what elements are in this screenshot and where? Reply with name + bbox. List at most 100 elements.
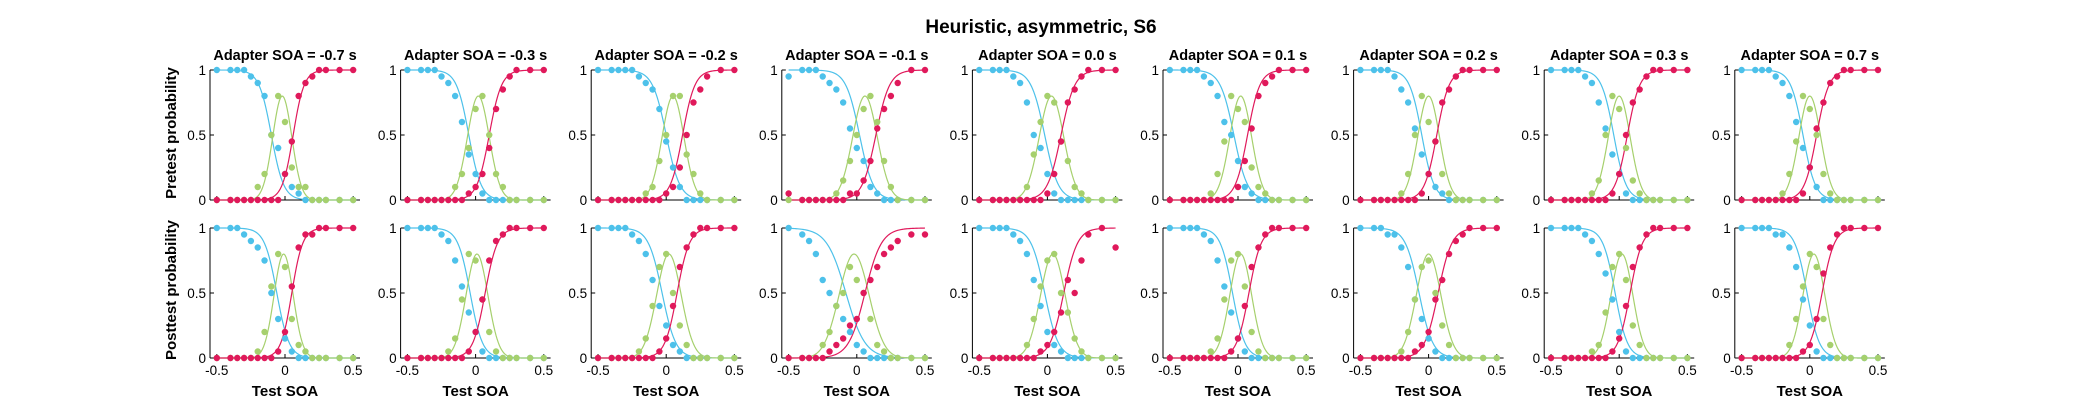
data-point-after — [1595, 196, 1602, 204]
data-point-after — [540, 66, 547, 74]
data-point-before — [1445, 196, 1453, 204]
data-point-after — [1023, 196, 1031, 204]
data-point-after — [921, 66, 929, 74]
data-point-simultaneous — [1051, 99, 1058, 106]
data-point-simultaneous — [1452, 354, 1460, 362]
data-point-simultaneous — [1432, 289, 1439, 297]
data-point-simultaneous — [506, 354, 513, 362]
data-point-after — [799, 196, 806, 204]
data-point-simultaneous — [683, 341, 690, 349]
data-point-after — [499, 231, 507, 238]
panel-7: 0 0.5 1 Adapter SOA = 0.2 s — [1331, 48, 1504, 208]
data-point-after — [1275, 66, 1283, 74]
fit-curve-before — [407, 227, 544, 359]
data-point-before — [424, 66, 432, 74]
data-point-simultaneous — [451, 183, 459, 191]
data-point-after — [1792, 196, 1800, 204]
data-point-after — [1772, 196, 1779, 204]
y-tick-label: 1 — [389, 221, 397, 236]
x-axis-label: Test SOA — [1777, 383, 1844, 400]
data-point-simultaneous — [846, 263, 854, 271]
data-point-after — [1112, 244, 1119, 251]
data-point-after — [649, 354, 656, 362]
data-point-simultaneous — [833, 302, 840, 310]
data-point-simultaneous — [894, 354, 901, 362]
fit-curve-sim — [598, 95, 735, 201]
data-point-simultaneous — [1806, 250, 1814, 258]
data-point-before — [1255, 196, 1262, 204]
data-point-simultaneous — [1275, 196, 1283, 204]
data-point-before — [1575, 224, 1582, 232]
data-point-before — [1588, 79, 1596, 87]
data-point-after — [839, 335, 847, 342]
data-point-before — [785, 73, 792, 80]
data-point-after — [1275, 224, 1283, 232]
data-point-after — [697, 86, 704, 93]
data-point-after — [1085, 66, 1092, 74]
y-tick-label: 0 — [1533, 351, 1541, 366]
data-point-before — [615, 224, 622, 232]
data-point-after — [526, 224, 534, 232]
y-tick-label: 0 — [1342, 351, 1350, 366]
data-point-before — [649, 276, 656, 284]
data-point-after — [622, 354, 629, 362]
data-point-simultaneous — [1629, 177, 1637, 184]
data-point-after — [608, 196, 615, 204]
data-point-after — [336, 224, 343, 232]
y-tick-label: 1 — [1723, 221, 1731, 236]
data-point-after — [438, 196, 445, 204]
data-point-before — [1786, 92, 1793, 100]
data-point-before — [594, 224, 602, 232]
data-point-after — [867, 157, 874, 165]
y-tick-label: 0.5 — [759, 128, 778, 143]
data-point-after — [1813, 315, 1820, 323]
data-point-simultaneous — [1643, 354, 1650, 362]
data-point-after — [1078, 257, 1085, 264]
data-point-before — [1439, 190, 1446, 197]
y-tick-label: 1 — [770, 221, 778, 236]
x-tick-label: 0 — [281, 363, 289, 378]
data-point-after — [908, 231, 915, 238]
data-point-simultaneous — [1833, 354, 1841, 362]
data-point-simultaneous — [1289, 354, 1296, 362]
data-point-simultaneous — [492, 348, 500, 355]
data-point-simultaneous — [1057, 289, 1065, 297]
data-point-before — [1786, 244, 1793, 251]
y-tick-label: 0.5 — [759, 286, 778, 301]
data-point-after — [1221, 196, 1228, 204]
data-point-before — [458, 283, 466, 290]
data-point-simultaneous — [1670, 196, 1677, 204]
data-point-after — [1057, 309, 1065, 316]
x-tick-label: 0.5 — [1297, 363, 1316, 378]
data-point-after — [1289, 224, 1296, 232]
data-point-after — [1071, 86, 1078, 93]
data-point-simultaneous — [921, 196, 929, 204]
data-point-after — [1636, 244, 1643, 251]
x-axis-label: Test SOA — [252, 383, 319, 400]
data-point-simultaneous — [1404, 328, 1412, 336]
data-point-simultaneous — [1459, 354, 1466, 362]
data-point-before — [1003, 224, 1010, 232]
data-point-before — [295, 190, 302, 197]
data-point-after — [1241, 302, 1249, 310]
data-point-simultaneous — [315, 354, 323, 362]
data-point-after — [1847, 66, 1854, 74]
data-point-after — [1874, 66, 1882, 74]
x-axis-label: Test SOA — [1395, 383, 1462, 400]
data-point-before — [663, 322, 670, 329]
data-point-after — [309, 231, 316, 238]
data-point-simultaneous — [697, 354, 704, 362]
data-point-simultaneous — [703, 354, 711, 362]
data-point-before — [996, 66, 1003, 74]
data-point-after — [1827, 244, 1834, 251]
data-point-after — [635, 354, 643, 362]
data-point-after — [417, 354, 425, 362]
data-point-before — [1616, 328, 1623, 336]
data-point-after — [1248, 263, 1255, 271]
data-point-before — [690, 196, 697, 204]
data-point-simultaneous — [1255, 183, 1262, 191]
data-point-simultaneous — [499, 183, 507, 191]
data-point-after — [826, 196, 833, 204]
data-point-after — [1193, 354, 1201, 362]
